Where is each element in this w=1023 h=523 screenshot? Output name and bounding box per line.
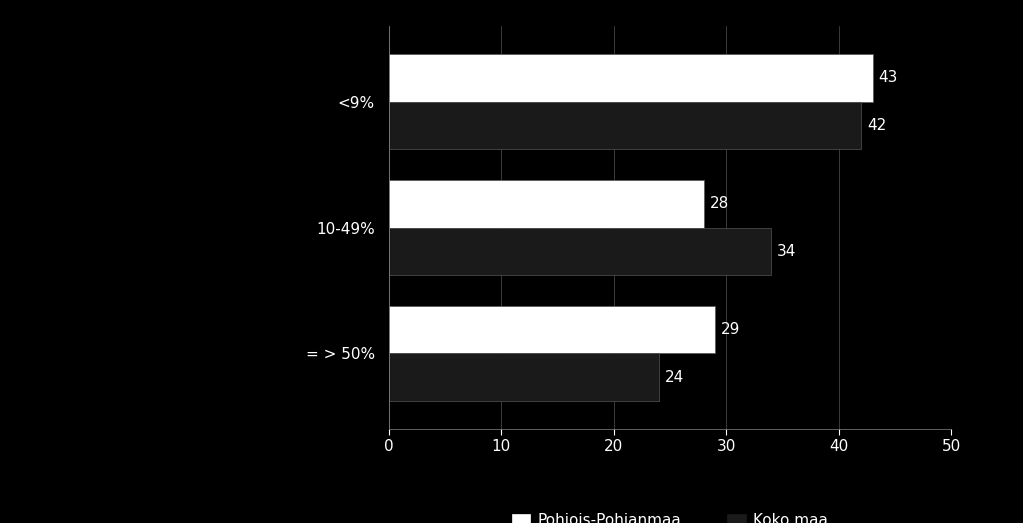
Bar	[389, 54, 873, 101]
Bar	[389, 305, 715, 354]
Text: 43: 43	[879, 70, 897, 85]
Text: 42: 42	[868, 118, 886, 133]
Text: 24: 24	[665, 370, 683, 385]
Bar	[389, 228, 771, 275]
Text: 29: 29	[721, 322, 740, 337]
Bar	[389, 354, 659, 401]
Text: 34: 34	[777, 244, 796, 259]
Bar	[389, 101, 861, 150]
Bar	[389, 180, 704, 228]
Legend: Pohjois-Pohjanmaa, Koko maa: Pohjois-Pohjanmaa, Koko maa	[505, 507, 835, 523]
Text: 28: 28	[710, 196, 728, 211]
